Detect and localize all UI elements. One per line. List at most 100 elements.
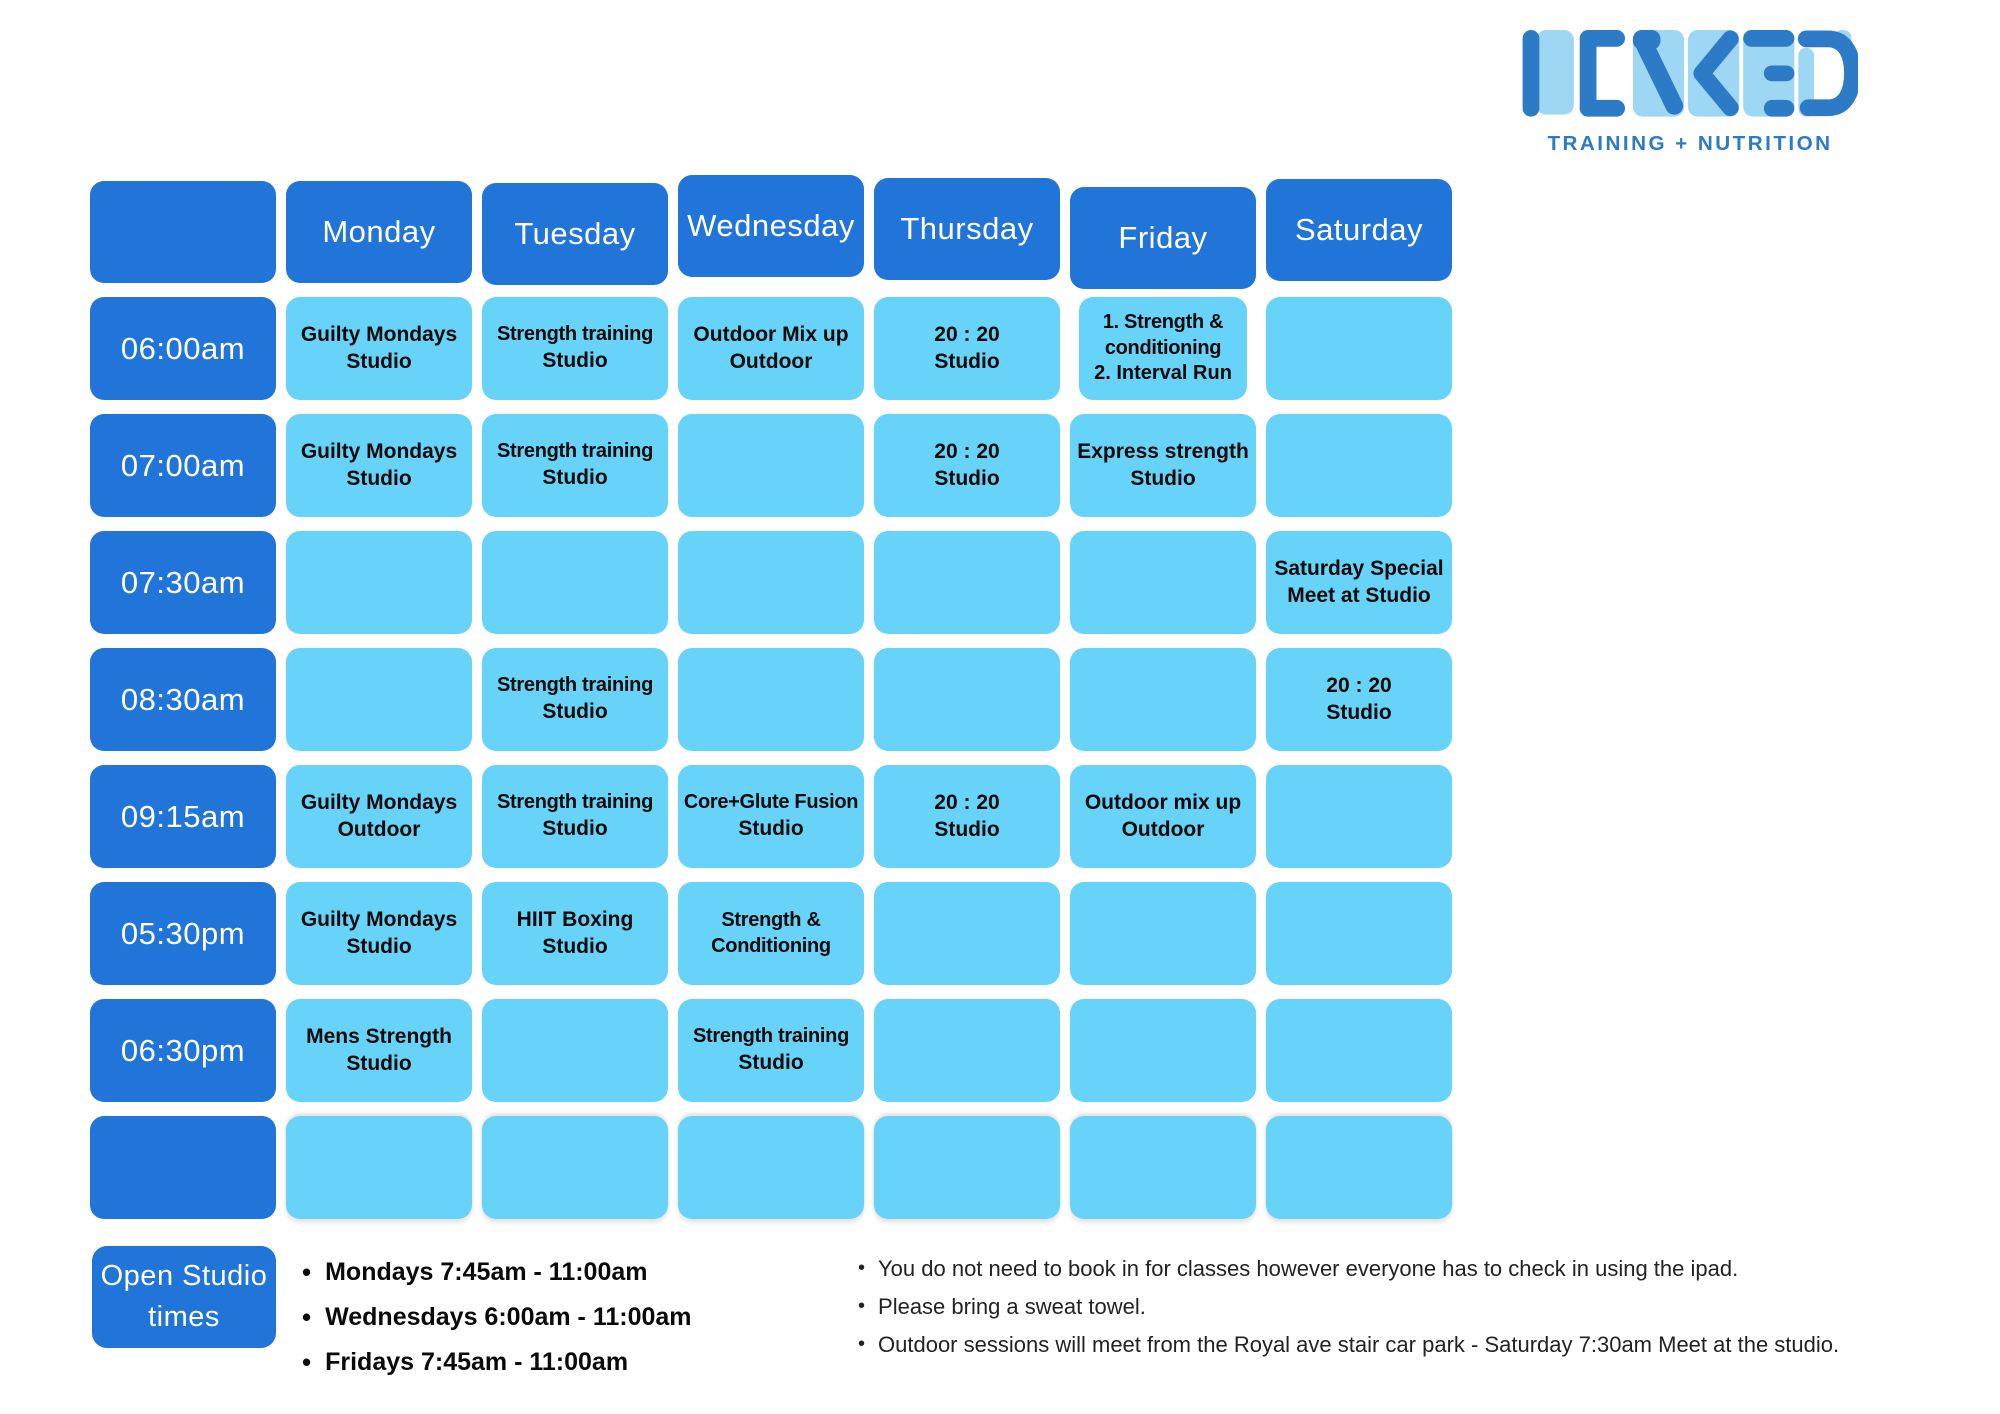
class-title: Guilty Mondays xyxy=(300,790,458,814)
class-title: 20 : 20 xyxy=(934,322,1000,346)
timetable: Monday Tuesday Wednesday Thursday Friday Satu… xyxy=(90,175,1452,1219)
empty-cell xyxy=(874,531,1060,634)
class-location: Studio xyxy=(542,816,608,840)
empty-cell xyxy=(1266,1116,1452,1219)
open-studio-time-text: Wednesdays 6:00am - 11:00am xyxy=(325,1303,692,1331)
class-location: Studio xyxy=(346,466,412,490)
open-studio-label: Open Studio times xyxy=(92,1246,276,1348)
class-location: Studio xyxy=(1326,700,1392,724)
note-text: You do not need to book in for classes h… xyxy=(878,1256,1739,1281)
class-location: Outdoor xyxy=(729,349,813,373)
class-cell: 20 : 20 Studio xyxy=(1266,648,1452,751)
empty-cell xyxy=(1266,297,1452,400)
class-cell: Strength training Studio xyxy=(482,765,668,868)
class-cell: Guilty Mondays Studio xyxy=(286,882,472,985)
bullet-icon: • xyxy=(302,1347,312,1377)
class-location: Studio xyxy=(346,934,412,958)
class-location: Studio xyxy=(542,348,608,372)
class-cell: Mens Strength Studio xyxy=(286,999,472,1102)
class-title: Strength training xyxy=(496,323,653,346)
logo-tagline: TRAINING + NUTRITION xyxy=(1547,132,1832,155)
empty-cell xyxy=(286,531,472,634)
empty-cell xyxy=(482,1116,668,1219)
class-cell: Guilty Mondays Outdoor xyxy=(286,765,472,868)
empty-cell xyxy=(678,531,864,634)
empty-cell xyxy=(286,1116,472,1219)
bullet-icon: • xyxy=(858,1295,866,1317)
bullet-icon: • xyxy=(302,1257,312,1287)
class-cell: Guilty Mondays Studio xyxy=(286,414,472,517)
empty-cell xyxy=(1266,765,1452,868)
empty-cell xyxy=(1266,414,1452,517)
class-title: Guilty Mondays xyxy=(300,907,458,931)
day-header-thursday: Thursday xyxy=(874,178,1060,280)
class-location: Studio xyxy=(738,816,804,840)
empty-cell xyxy=(1070,531,1256,634)
note-text: Outdoor sessions will meet from the Roya… xyxy=(878,1332,1840,1357)
open-studio-time-item: • Wednesdays 6:00am - 11:00am xyxy=(302,1295,692,1340)
time-cell: 07:30am xyxy=(90,531,276,634)
class-location: Studio xyxy=(1130,466,1196,490)
class-cell: Outdoor Mix up Outdoor xyxy=(678,297,864,400)
notes-list: • You do not need to book in for classes … xyxy=(858,1254,1993,1368)
class-title: Outdoor mix up xyxy=(1084,790,1242,814)
class-cell: Guilty Mondays Studio xyxy=(286,297,472,400)
class-location: Outdoor xyxy=(337,817,421,841)
empty-cell xyxy=(874,882,1060,985)
open-studio-time-text: Mondays 7:45am - 11:00am xyxy=(325,1258,648,1286)
class-cell: Strength training Studio xyxy=(482,297,668,400)
open-studio-times-list: • Mondays 7:45am - 11:00am • Wednesdays 6:0… xyxy=(302,1250,692,1385)
empty-cell xyxy=(1070,648,1256,751)
time-cell: 06:30pm xyxy=(90,999,276,1102)
class-title: Core+Glute Fusion xyxy=(683,791,859,814)
empty-cell xyxy=(678,1116,864,1219)
empty-cell xyxy=(482,531,668,634)
open-studio-time-item: • Mondays 7:45am - 11:00am xyxy=(302,1250,692,1295)
class-cell: Express strength Studio xyxy=(1070,414,1256,517)
class-cell: Strength training Studio xyxy=(678,999,864,1102)
class-title: Mens Strength xyxy=(306,1024,452,1048)
class-title: 1. Strength & conditioning xyxy=(1102,311,1224,359)
class-cell: Core+Glute Fusion Studio xyxy=(678,765,864,868)
class-title: 20 : 20 xyxy=(934,439,1000,463)
time-cell: 07:00am xyxy=(90,414,276,517)
class-location: Studio xyxy=(542,934,608,958)
class-location: Outdoor xyxy=(1121,817,1205,841)
class-title: Strength training xyxy=(496,440,653,463)
empty-cell xyxy=(678,414,864,517)
class-location: Studio xyxy=(934,349,1000,373)
class-cell: 20 : 20 Studio xyxy=(874,414,1060,517)
class-title: Strength training xyxy=(496,791,653,814)
empty-cell xyxy=(1070,882,1256,985)
class-cell: Outdoor mix up Outdoor xyxy=(1070,765,1256,868)
note-text: Please bring a sweat towel. xyxy=(878,1294,1146,1319)
empty-cell xyxy=(874,1116,1060,1219)
class-title: Saturday Special xyxy=(1274,556,1444,580)
class-cell: 1. Strength & conditioning 2. Interval Ru… xyxy=(1079,297,1247,400)
note-item: • Outdoor sessions will meet from the Roy… xyxy=(858,1330,1993,1359)
empty-cell xyxy=(1070,999,1256,1102)
class-title: Strength training xyxy=(496,674,653,697)
class-title: Outdoor Mix up xyxy=(693,322,849,346)
empty-cell xyxy=(874,999,1060,1102)
empty-cell xyxy=(482,999,668,1102)
class-cell: Strength training Studio xyxy=(482,648,668,751)
class-cell: 20 : 20 Studio xyxy=(874,765,1060,868)
open-studio-line1: Open Studio xyxy=(100,1260,268,1293)
class-title: Guilty Mondays xyxy=(300,322,458,346)
day-header-tuesday: Tuesday xyxy=(482,183,668,285)
day-header-wednesday: Wednesday xyxy=(678,175,864,277)
time-cell: 05:30pm xyxy=(90,882,276,985)
linked-logo-graphic: TRAINING + NUTRITION xyxy=(1522,30,1861,155)
class-cell: HIIT Boxing Studio xyxy=(482,882,668,985)
class-cell: Saturday Special Meet at Studio xyxy=(1266,531,1452,634)
time-cell xyxy=(90,1116,276,1219)
class-location: Studio xyxy=(346,1051,412,1075)
class-location: Studio xyxy=(542,465,608,489)
class-cell: 20 : 20 Studio xyxy=(874,297,1060,400)
day-header-saturday: Saturday xyxy=(1266,179,1452,281)
class-title: Strength & Conditioning xyxy=(711,908,831,957)
class-title: 20 : 20 xyxy=(934,790,1000,814)
class-title: Strength training xyxy=(692,1025,849,1048)
class-location: Studio xyxy=(934,466,1000,490)
